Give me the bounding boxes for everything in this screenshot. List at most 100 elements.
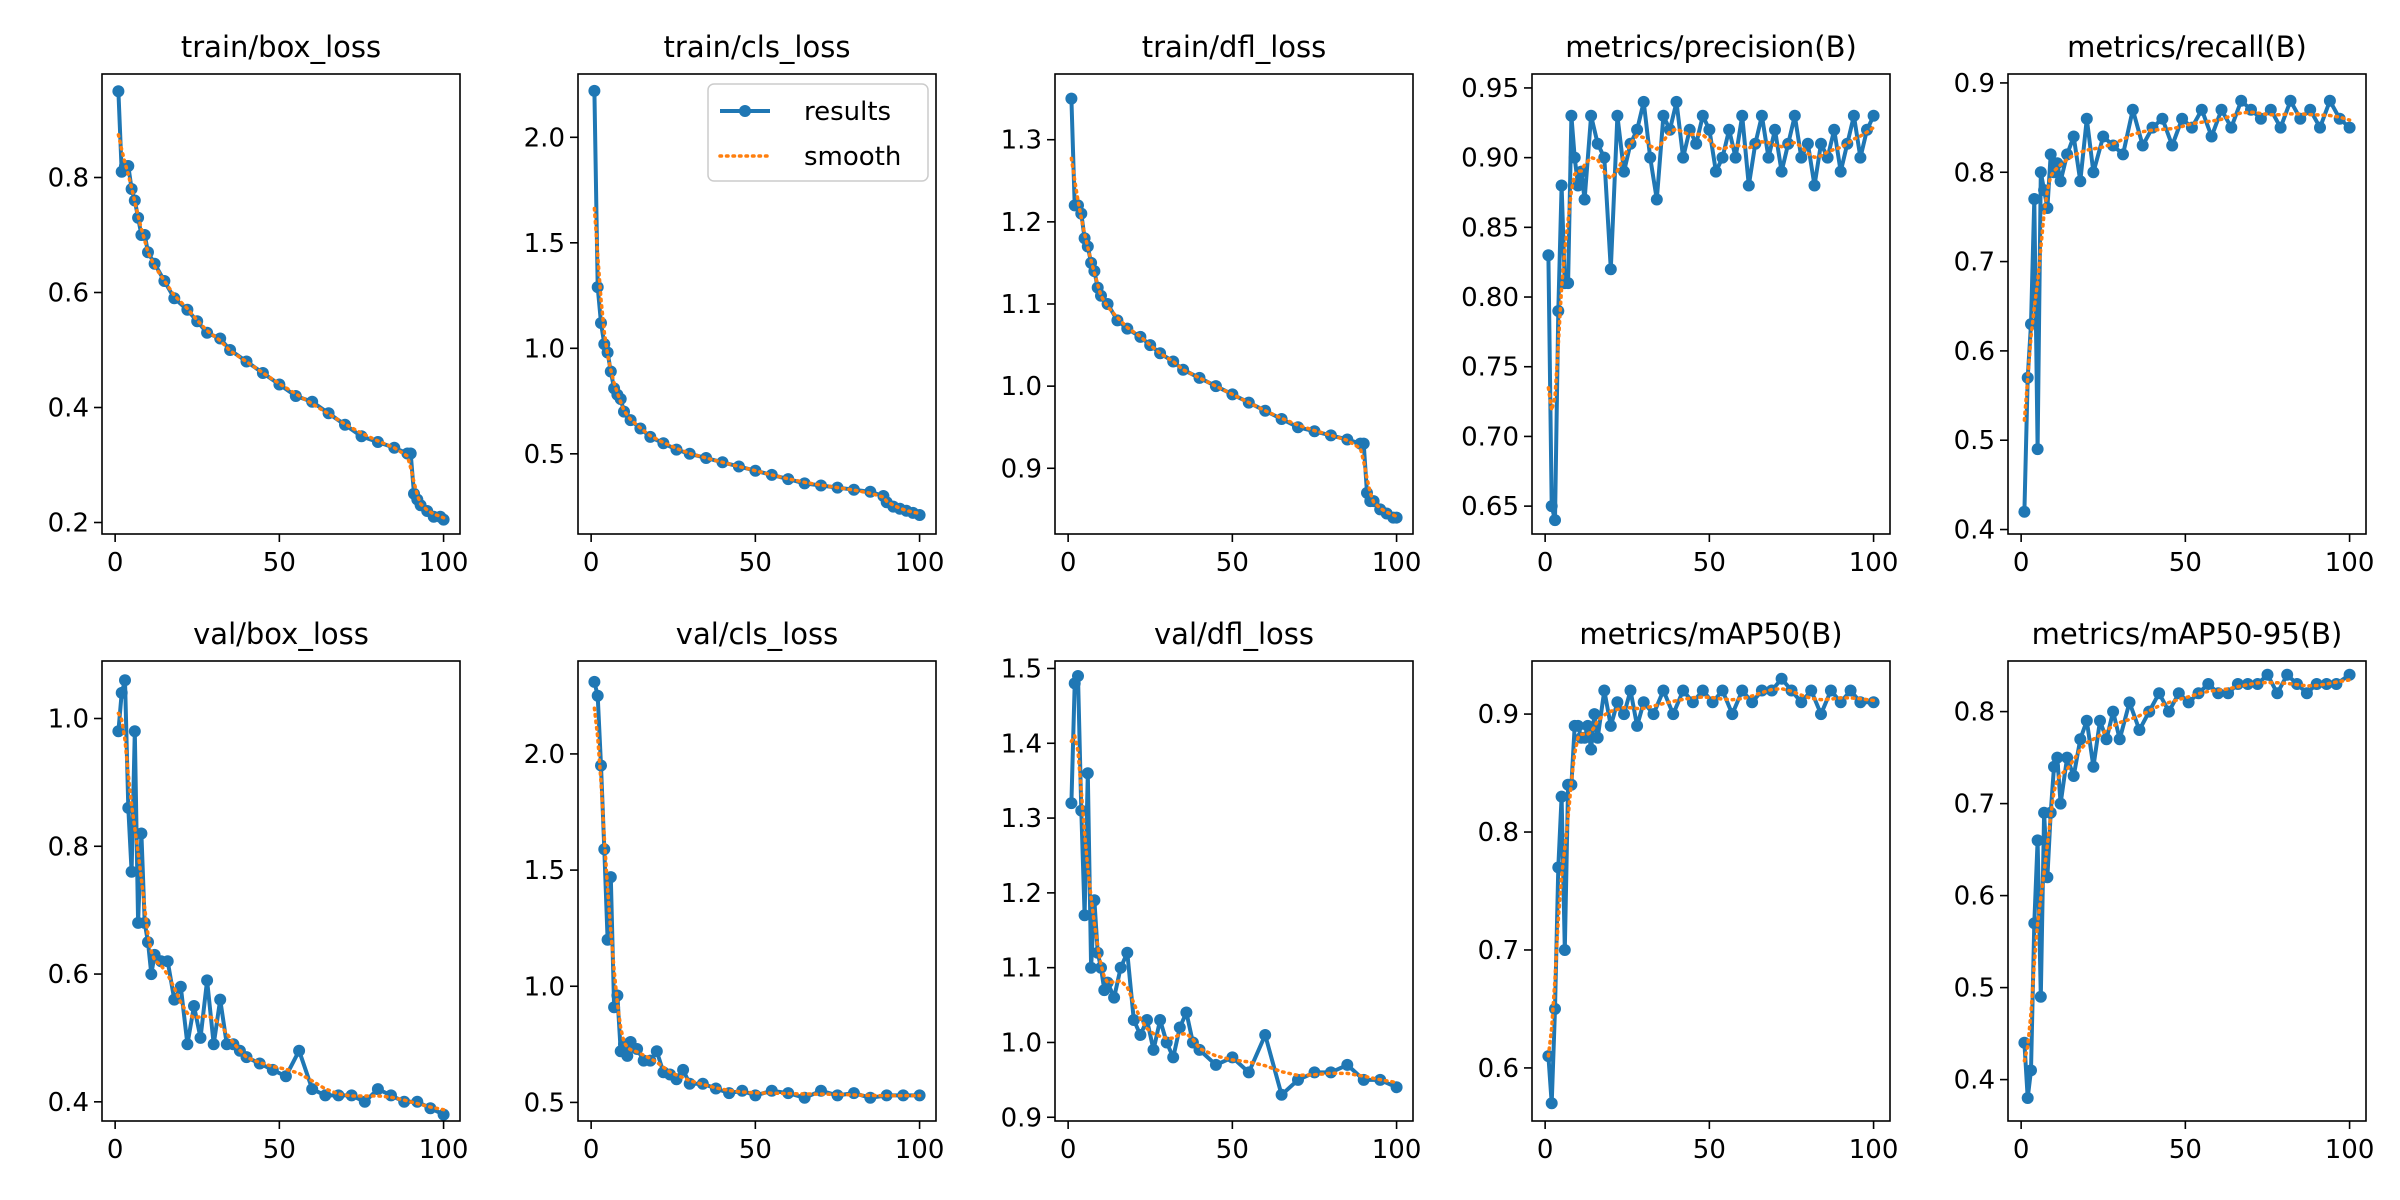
y-tick-label: 2.0	[524, 740, 565, 770]
smooth-series-line	[592, 706, 922, 1098]
results-point	[1108, 991, 1121, 1004]
y-tick-label: 1.0	[1001, 372, 1042, 402]
results-point	[2018, 505, 2031, 518]
results-point	[125, 865, 138, 878]
results-point	[1788, 109, 1801, 122]
panel-metrics-map50-95-b: metrics/mAP50-95(B) 0 50 100 0.4 0.5 0.6 0.7 0.8	[1954, 617, 2375, 1165]
results-point	[1821, 151, 1834, 164]
results-point	[591, 281, 604, 294]
y-tick-label: 0.80	[1461, 283, 1519, 313]
results-point	[2048, 760, 2060, 773]
results-point	[2271, 687, 2284, 700]
results-point	[1341, 1058, 1354, 1071]
results-point	[677, 1063, 690, 1076]
results-point	[1775, 165, 1788, 178]
results-point	[1815, 708, 1827, 721]
x-tick-label: 50	[2169, 1135, 2202, 1165]
legend-box	[707, 83, 929, 182]
results-point	[1611, 696, 1624, 709]
results-point	[1847, 109, 1860, 122]
axes-frame	[577, 660, 937, 1122]
y-tick-label: 1.0	[48, 705, 89, 735]
results-point	[2031, 834, 2044, 847]
results-point	[1828, 123, 1841, 136]
plot-area	[112, 674, 450, 1121]
results-point	[1762, 151, 1775, 164]
panel-title: metrics/mAP50(B)	[1579, 617, 1842, 651]
results-point	[1755, 109, 1768, 122]
results-point	[1663, 123, 1676, 136]
y-tick-label: 0.9	[1954, 69, 1995, 99]
results-point	[135, 827, 148, 840]
results-point	[437, 513, 450, 526]
results-point	[2126, 103, 2139, 116]
x-tick-label: 50	[739, 1135, 772, 1165]
results-point	[2264, 103, 2277, 116]
results-point	[2323, 94, 2336, 107]
y-tick-label: 1.3	[1001, 804, 1042, 834]
panel-metrics-precision-b: metrics/precision(B) 0 50 100 0.65 0.70 0.75 0.…	[1461, 30, 1898, 578]
x-tick-label: 0	[1060, 1135, 1077, 1165]
panel-val-box-loss: val/box_loss 0 50 100 0.4 0.6 0.8 1.0	[48, 617, 469, 1165]
y-tick-label: 1.3	[1001, 126, 1042, 156]
plot-area	[1065, 670, 1403, 1101]
y-tick-label: 1.4	[1001, 729, 1042, 759]
results-point	[1815, 137, 1827, 150]
results-point	[2205, 130, 2218, 143]
smooth-series-line	[2022, 110, 2352, 422]
results-point	[1292, 1073, 1304, 1086]
results-point	[1585, 743, 1598, 756]
results-point	[2343, 121, 2356, 134]
results-point	[1677, 151, 1690, 164]
y-tick-label: 0.4	[1954, 1066, 1995, 1096]
x-tick-label: 0	[1537, 548, 1554, 578]
results-point	[1618, 708, 1630, 721]
results-point	[1696, 684, 1709, 697]
y-tick-label: 0.2	[48, 509, 89, 539]
results-point	[1805, 684, 1818, 697]
y-tick-label: 0.7	[1478, 936, 1519, 966]
results-point	[2284, 94, 2297, 107]
x-tick-label: 0	[1537, 1135, 1554, 1165]
results-point	[112, 725, 125, 738]
y-tick-label: 0.5	[1954, 974, 1995, 1004]
results-point	[1834, 165, 1847, 178]
y-tick-label: 0.7	[1954, 790, 1995, 820]
y-tick-label: 0.6	[48, 279, 89, 309]
results-point	[2028, 193, 2041, 205]
results-point	[1121, 946, 1134, 959]
results-point	[1167, 1051, 1180, 1064]
results-point	[2107, 705, 2120, 718]
results-point	[1801, 137, 1814, 150]
results-point	[1114, 961, 1127, 974]
results-point	[1542, 249, 1555, 262]
results-point	[2304, 103, 2317, 116]
results-point	[1072, 670, 1084, 682]
results-point	[847, 1087, 860, 1100]
x-tick-label: 0	[583, 1135, 600, 1165]
legend-smooth-label: smooth	[804, 142, 901, 172]
results-point	[1624, 684, 1637, 697]
axes-frame	[577, 73, 937, 535]
results-point	[1598, 684, 1611, 697]
results-point	[1736, 109, 1749, 122]
results-point	[1598, 151, 1611, 164]
results-point	[1644, 151, 1657, 164]
results-point	[2225, 121, 2238, 134]
results-point	[2235, 94, 2248, 107]
results-point	[1657, 109, 1670, 122]
results-point	[2162, 705, 2175, 718]
results-point	[115, 686, 128, 699]
results-point	[1390, 511, 1403, 524]
results-point	[1065, 92, 1078, 105]
results-point	[1591, 137, 1604, 150]
y-tick-label: 0.8	[48, 832, 89, 862]
results-point	[201, 974, 214, 987]
y-tick-label: 0.95	[1461, 74, 1519, 104]
results-point	[1549, 1002, 1561, 1015]
results-point	[1861, 123, 1873, 136]
panel-val-dfl-loss: val/dfl_loss 0 50 100 0.9 1.0 1.1 1.2 1.3 1.4 1.5	[1001, 617, 1422, 1165]
results-point	[2087, 760, 2100, 773]
x-tick-label: 100	[1372, 548, 1422, 578]
results-point	[2314, 121, 2326, 134]
